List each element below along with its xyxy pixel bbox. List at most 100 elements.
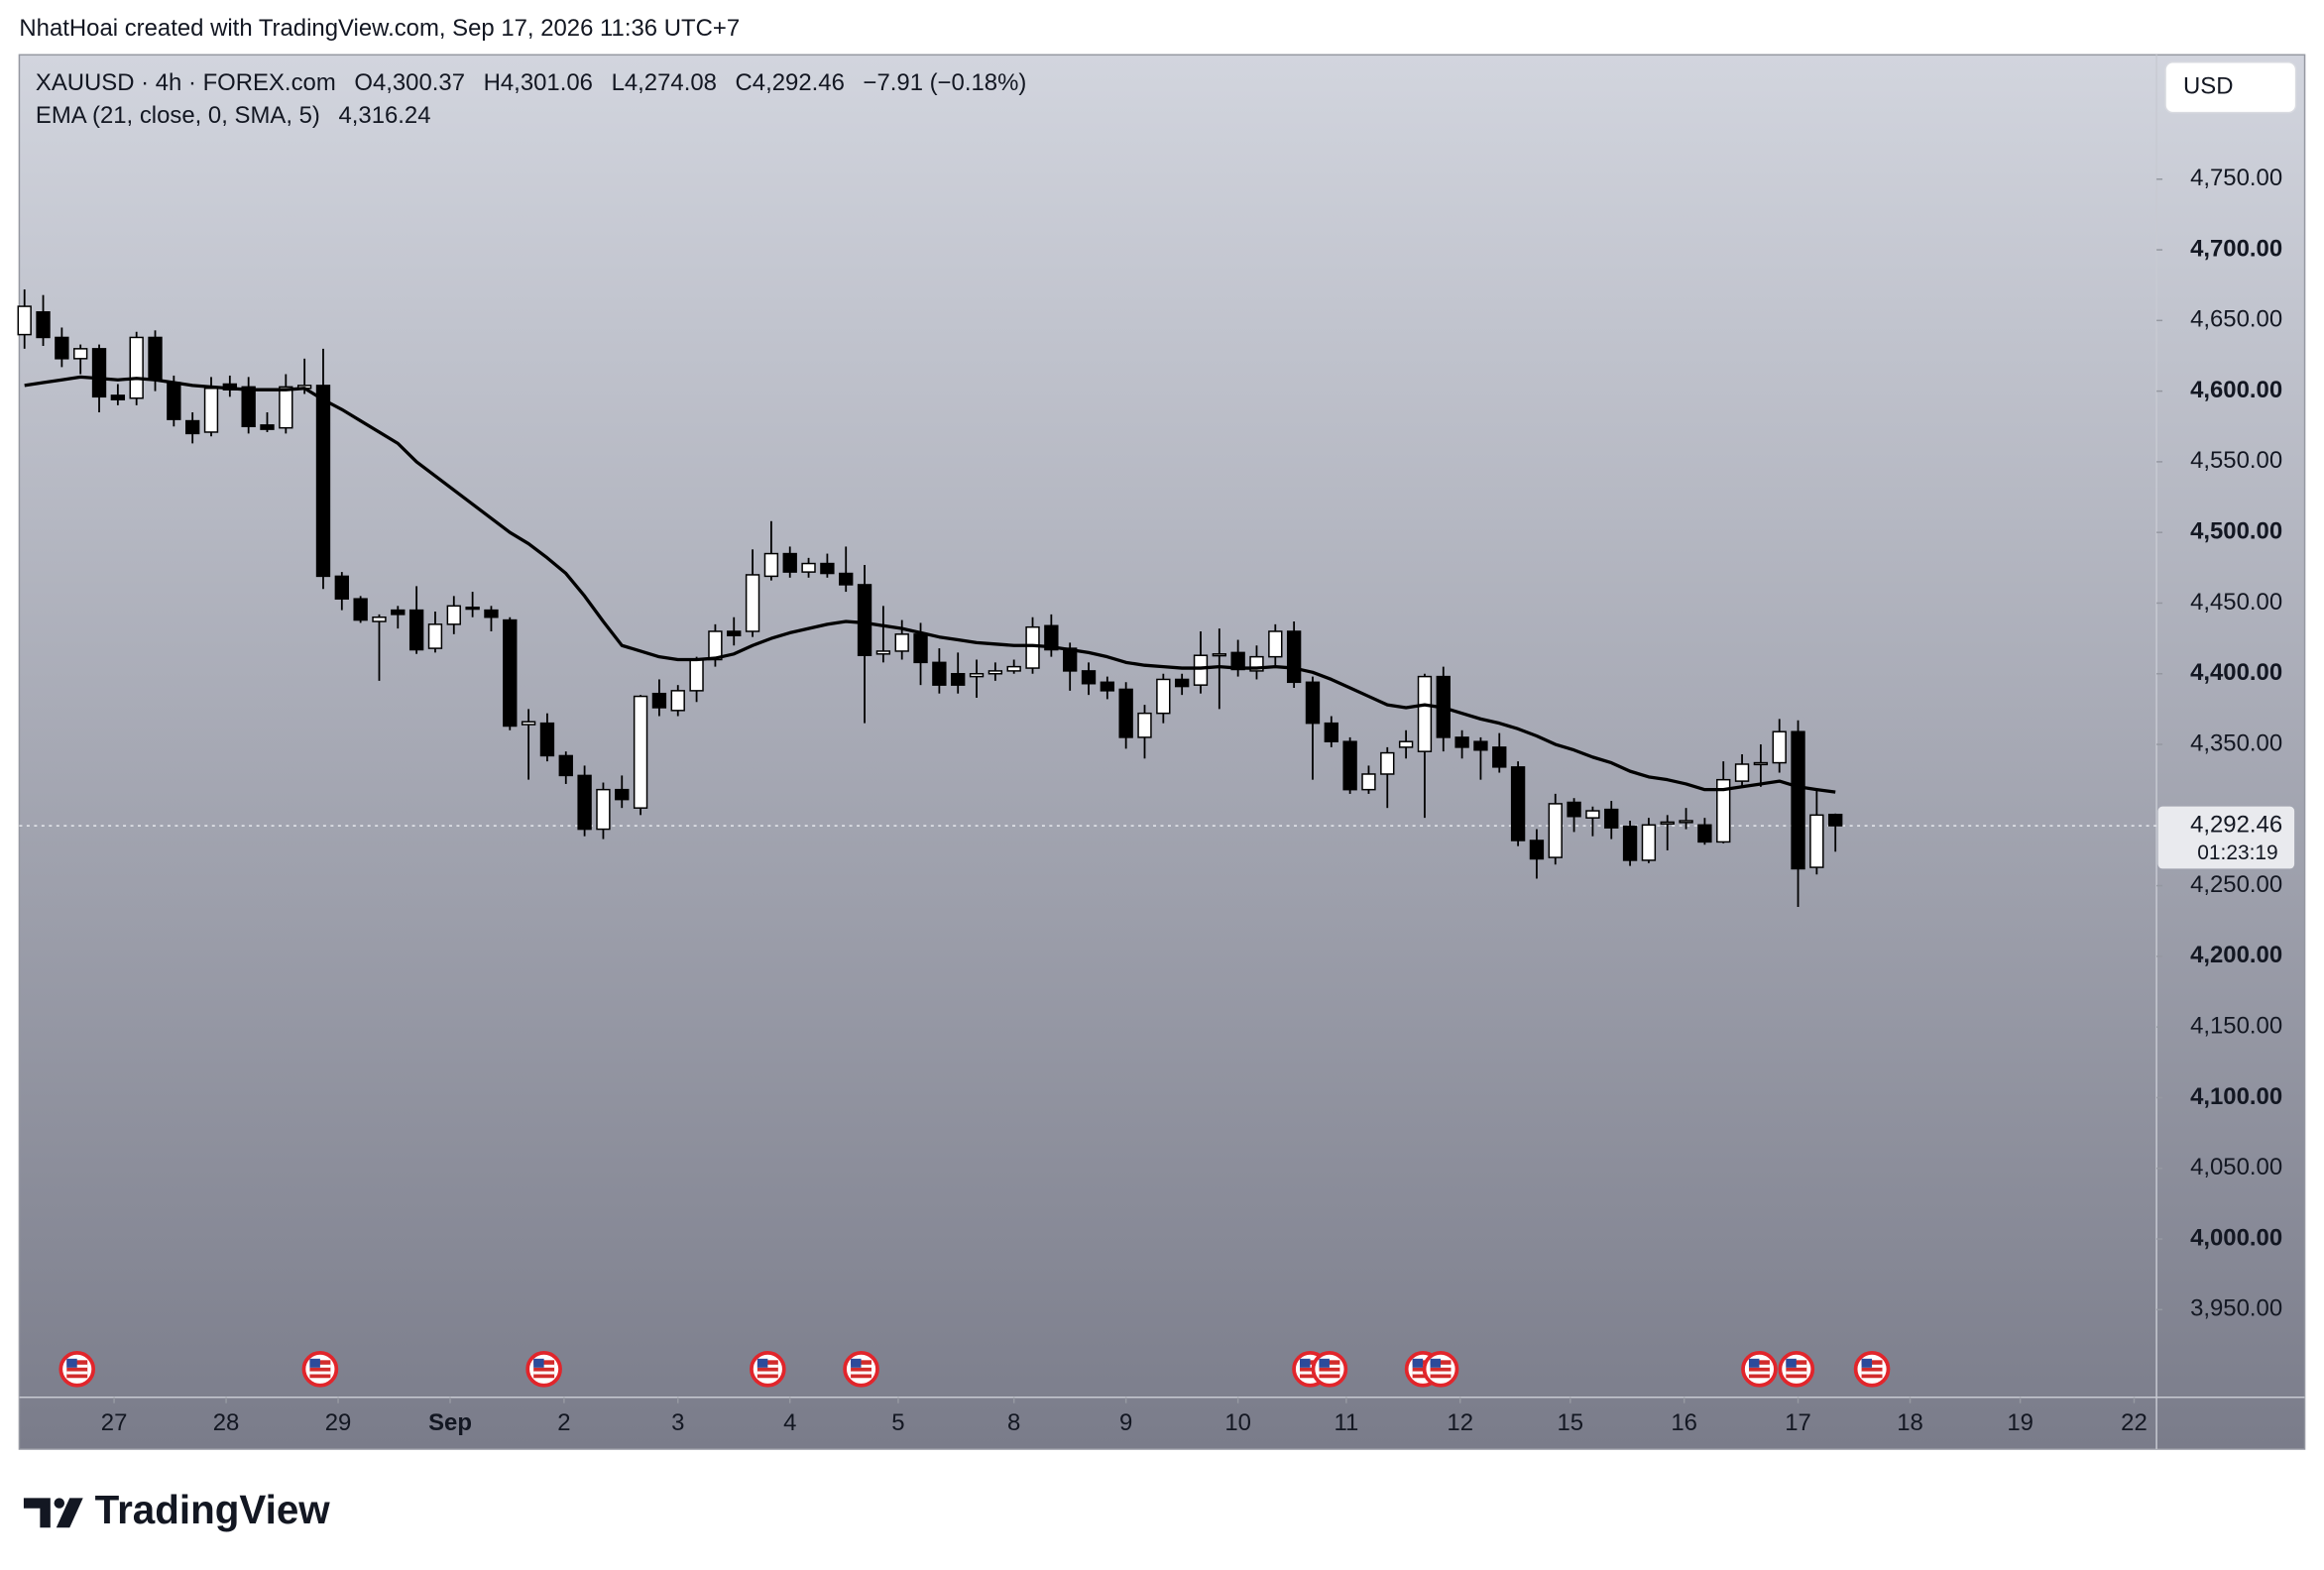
candle-body <box>1286 630 1302 684</box>
event-flag-stripes <box>533 1371 555 1375</box>
candle-body <box>73 348 88 360</box>
currency-button[interactable] <box>2164 61 2297 114</box>
candle-body <box>763 552 779 578</box>
event-flag-canton <box>1748 1358 1760 1368</box>
candle-body <box>615 788 630 801</box>
candle-body <box>1809 814 1824 868</box>
event-flag[interactable] <box>1422 1350 1459 1388</box>
candle-body <box>839 572 854 586</box>
candle-body <box>184 419 200 435</box>
event-flag-stripes <box>1861 1371 1883 1375</box>
x-tick-label: 8 <box>1007 1409 1020 1436</box>
candle-body <box>1492 746 1507 768</box>
symbol: XAUUSD · 4h · FOREX.com <box>36 70 336 97</box>
legend: XAUUSD · 4h · FOREX.com O4,300.37 H4,301… <box>36 70 1026 130</box>
y-tick-label: 4,600.00 <box>2190 377 2282 403</box>
event-flag[interactable] <box>1741 1350 1778 1388</box>
currency[interactable]: USD <box>2183 73 2233 100</box>
candle-body <box>1174 678 1190 688</box>
event-flag[interactable] <box>750 1350 786 1388</box>
y-tick-label: 4,000.00 <box>2190 1224 2282 1251</box>
event-flag-canton <box>1319 1358 1330 1368</box>
candle-body <box>1828 814 1843 827</box>
candle-body <box>315 385 331 578</box>
y-tick-label: 4,350.00 <box>2190 729 2282 756</box>
candle-body <box>894 633 909 652</box>
y-tick-label: 4,050.00 <box>2190 1154 2282 1180</box>
ohlc-close: C4,292.46 <box>736 70 845 97</box>
candle-body <box>1100 681 1115 692</box>
candle-body <box>1324 722 1338 742</box>
x-tick-label: 22 <box>2121 1409 2148 1436</box>
event-flag[interactable] <box>1853 1350 1891 1388</box>
event-flag-canton <box>309 1358 320 1368</box>
candle-body <box>1268 630 1283 658</box>
brand: TradingView <box>95 1487 331 1532</box>
x-tick-label: 29 <box>325 1409 352 1436</box>
candle-body <box>1772 730 1787 764</box>
candle-body <box>167 382 181 420</box>
candle-body <box>1734 763 1750 782</box>
y-tick-label: 4,700.00 <box>2190 235 2282 262</box>
event-flag[interactable] <box>58 1350 96 1388</box>
x-tick-label: 12 <box>1447 1409 1473 1436</box>
event-flag-stripes <box>851 1371 872 1375</box>
event-flag-stripes <box>1748 1371 1770 1375</box>
event-flag-canton <box>1430 1358 1442 1368</box>
candle-body <box>969 673 985 678</box>
candle-body <box>1398 740 1414 748</box>
candle-body <box>353 598 368 621</box>
x-tick-label: 10 <box>1224 1409 1251 1436</box>
ema-value: 4,316.24 <box>338 102 430 129</box>
logo-mark <box>23 1498 51 1528</box>
x-tick-label: 18 <box>1897 1409 1923 1436</box>
x-tick-label: 3 <box>671 1409 684 1436</box>
event-flag-stripes <box>1300 1371 1321 1375</box>
event-flag-stripes <box>309 1371 331 1375</box>
event-flag-stripes <box>1786 1371 1807 1375</box>
candle-body <box>1081 670 1097 685</box>
candle-body <box>1212 653 1226 657</box>
event-flag[interactable] <box>525 1350 562 1388</box>
candle-body <box>1585 810 1600 819</box>
ema-name: EMA (21, close, 0, SMA, 5) <box>36 102 320 129</box>
event-flag[interactable] <box>1778 1350 1815 1388</box>
header: NhatHoai created with TradingView.com, S… <box>19 15 740 42</box>
candle-body <box>1548 803 1563 858</box>
ema-line <box>24 375 1836 794</box>
event-flag[interactable] <box>301 1350 339 1388</box>
candle-body <box>129 336 144 399</box>
candle-body <box>427 623 443 649</box>
candle-body <box>55 336 69 360</box>
candle-body <box>1417 675 1433 752</box>
candle-body <box>1641 824 1657 861</box>
candle-body <box>1679 820 1693 824</box>
candle-body <box>1193 654 1209 686</box>
candle-body <box>521 721 536 726</box>
candle-body <box>1305 681 1321 725</box>
y-tick-label: 4,750.00 <box>2190 165 2282 191</box>
candle-body <box>241 386 256 428</box>
candle-body <box>875 650 891 655</box>
candle-body <box>334 575 349 600</box>
event-flag-stripes <box>1412 1371 1434 1375</box>
candle-body <box>932 661 947 686</box>
ohlc-low: L4,274.08 <box>612 70 717 97</box>
y-tick-label: 4,650.00 <box>2190 306 2282 333</box>
event-flag-canton <box>1861 1358 1873 1368</box>
x-tick-label: Sep <box>428 1409 472 1436</box>
candle-body <box>1156 678 1171 715</box>
candle-body <box>484 609 499 618</box>
event-flag-canton <box>756 1358 768 1368</box>
candle-body <box>260 424 275 430</box>
candle-body <box>148 336 163 381</box>
candle-body <box>1118 688 1133 738</box>
event-flag[interactable] <box>843 1350 879 1388</box>
x-tick-label: 28 <box>213 1409 240 1436</box>
candle-body <box>110 394 126 400</box>
event-flag[interactable] <box>1311 1350 1348 1388</box>
candle-body <box>1697 824 1712 843</box>
candle-body <box>539 722 555 757</box>
candle-body <box>1660 821 1675 825</box>
